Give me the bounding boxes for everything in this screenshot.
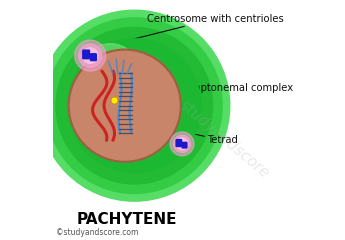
FancyBboxPatch shape: [176, 140, 181, 146]
Circle shape: [82, 44, 139, 101]
Circle shape: [170, 132, 194, 156]
Text: Centrosome with centrioles: Centrosome with centrioles: [96, 14, 284, 48]
Circle shape: [56, 27, 213, 184]
FancyBboxPatch shape: [90, 54, 96, 60]
Circle shape: [75, 40, 106, 71]
Text: Tetrad: Tetrad: [125, 119, 238, 145]
Text: ©studyandscore.com: ©studyandscore.com: [56, 228, 138, 237]
Circle shape: [82, 48, 98, 63]
Circle shape: [47, 18, 222, 193]
Text: Synaptonemal complex: Synaptonemal complex: [126, 83, 293, 93]
FancyBboxPatch shape: [182, 142, 187, 148]
FancyBboxPatch shape: [83, 50, 89, 59]
Text: PACHYTENE: PACHYTENE: [77, 211, 177, 227]
Circle shape: [69, 50, 181, 162]
Circle shape: [79, 44, 102, 67]
Text: studyandscore: studyandscore: [177, 97, 273, 181]
Circle shape: [39, 10, 230, 201]
Circle shape: [68, 39, 201, 173]
Circle shape: [174, 135, 191, 152]
Circle shape: [176, 138, 188, 150]
